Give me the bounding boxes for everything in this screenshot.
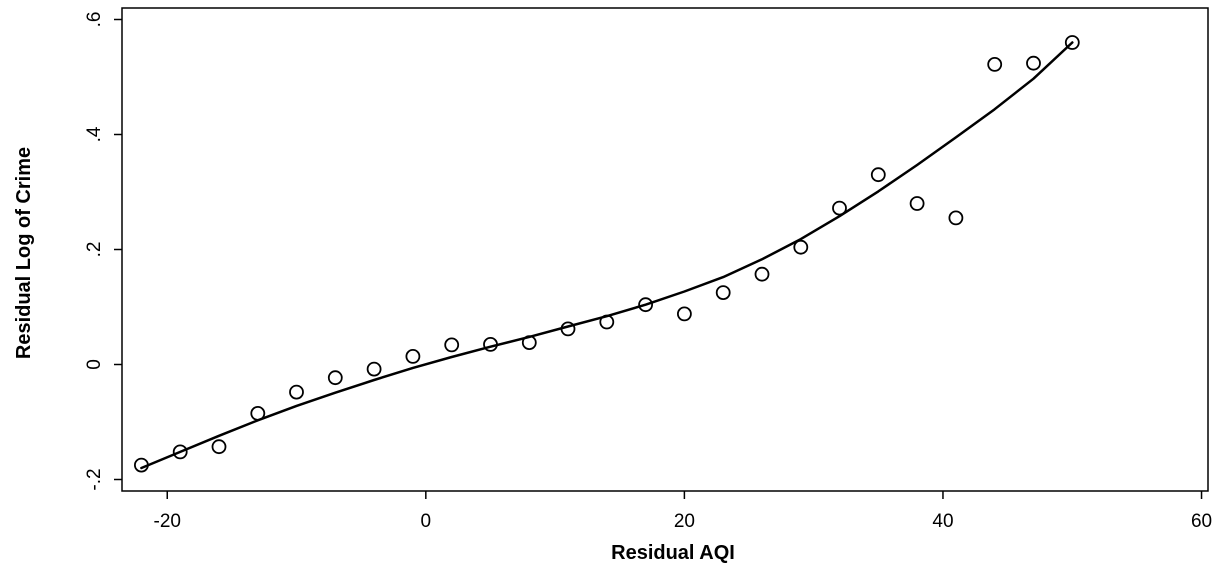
x-tick-label: 40 [932,511,953,532]
data-point [1064,35,1080,50]
ticks: -20 0 20 40 60 -.2 0 .2 .4 .6 [84,12,1212,532]
fit-line [140,41,1074,470]
points-layer [133,35,1080,473]
data-point [405,348,421,364]
data-point [677,306,692,322]
data-point [327,370,343,386]
x-axis-label: Residual AQI [611,542,735,564]
fit-line-layer [140,41,1074,470]
y-tick-label: .2 [84,242,105,258]
data-point [754,266,770,282]
axes [121,7,1209,492]
data-point [715,285,731,301]
data-point [172,444,188,460]
data-point [599,314,615,330]
data-point [444,337,460,353]
data-point [909,196,925,211]
data-point [483,336,498,352]
data-point [560,321,576,337]
data-point [832,200,847,216]
data-point [133,457,149,473]
y-tick-label: .6 [84,12,105,28]
x-tick-label: 20 [674,511,695,532]
y-axis-label: Residual Log of Crime [13,147,35,359]
data-point [366,361,382,377]
y-tick-label: .4 [84,126,105,142]
plot-frame [121,7,1209,492]
data-point [948,210,964,226]
data-point [1026,55,1041,71]
y-tick-label: -.2 [84,468,105,490]
data-point [211,439,227,455]
x-tick-label: -20 [154,511,181,532]
data-point [521,335,537,351]
y-tick-label: 0 [84,359,105,370]
data-point [638,297,653,313]
x-tick-label: 0 [421,511,432,532]
data-point [793,239,809,255]
data-point [250,405,266,421]
data-point [289,384,304,400]
x-tick-label: 60 [1191,511,1212,532]
data-point [987,57,1003,72]
data-point [870,167,886,183]
